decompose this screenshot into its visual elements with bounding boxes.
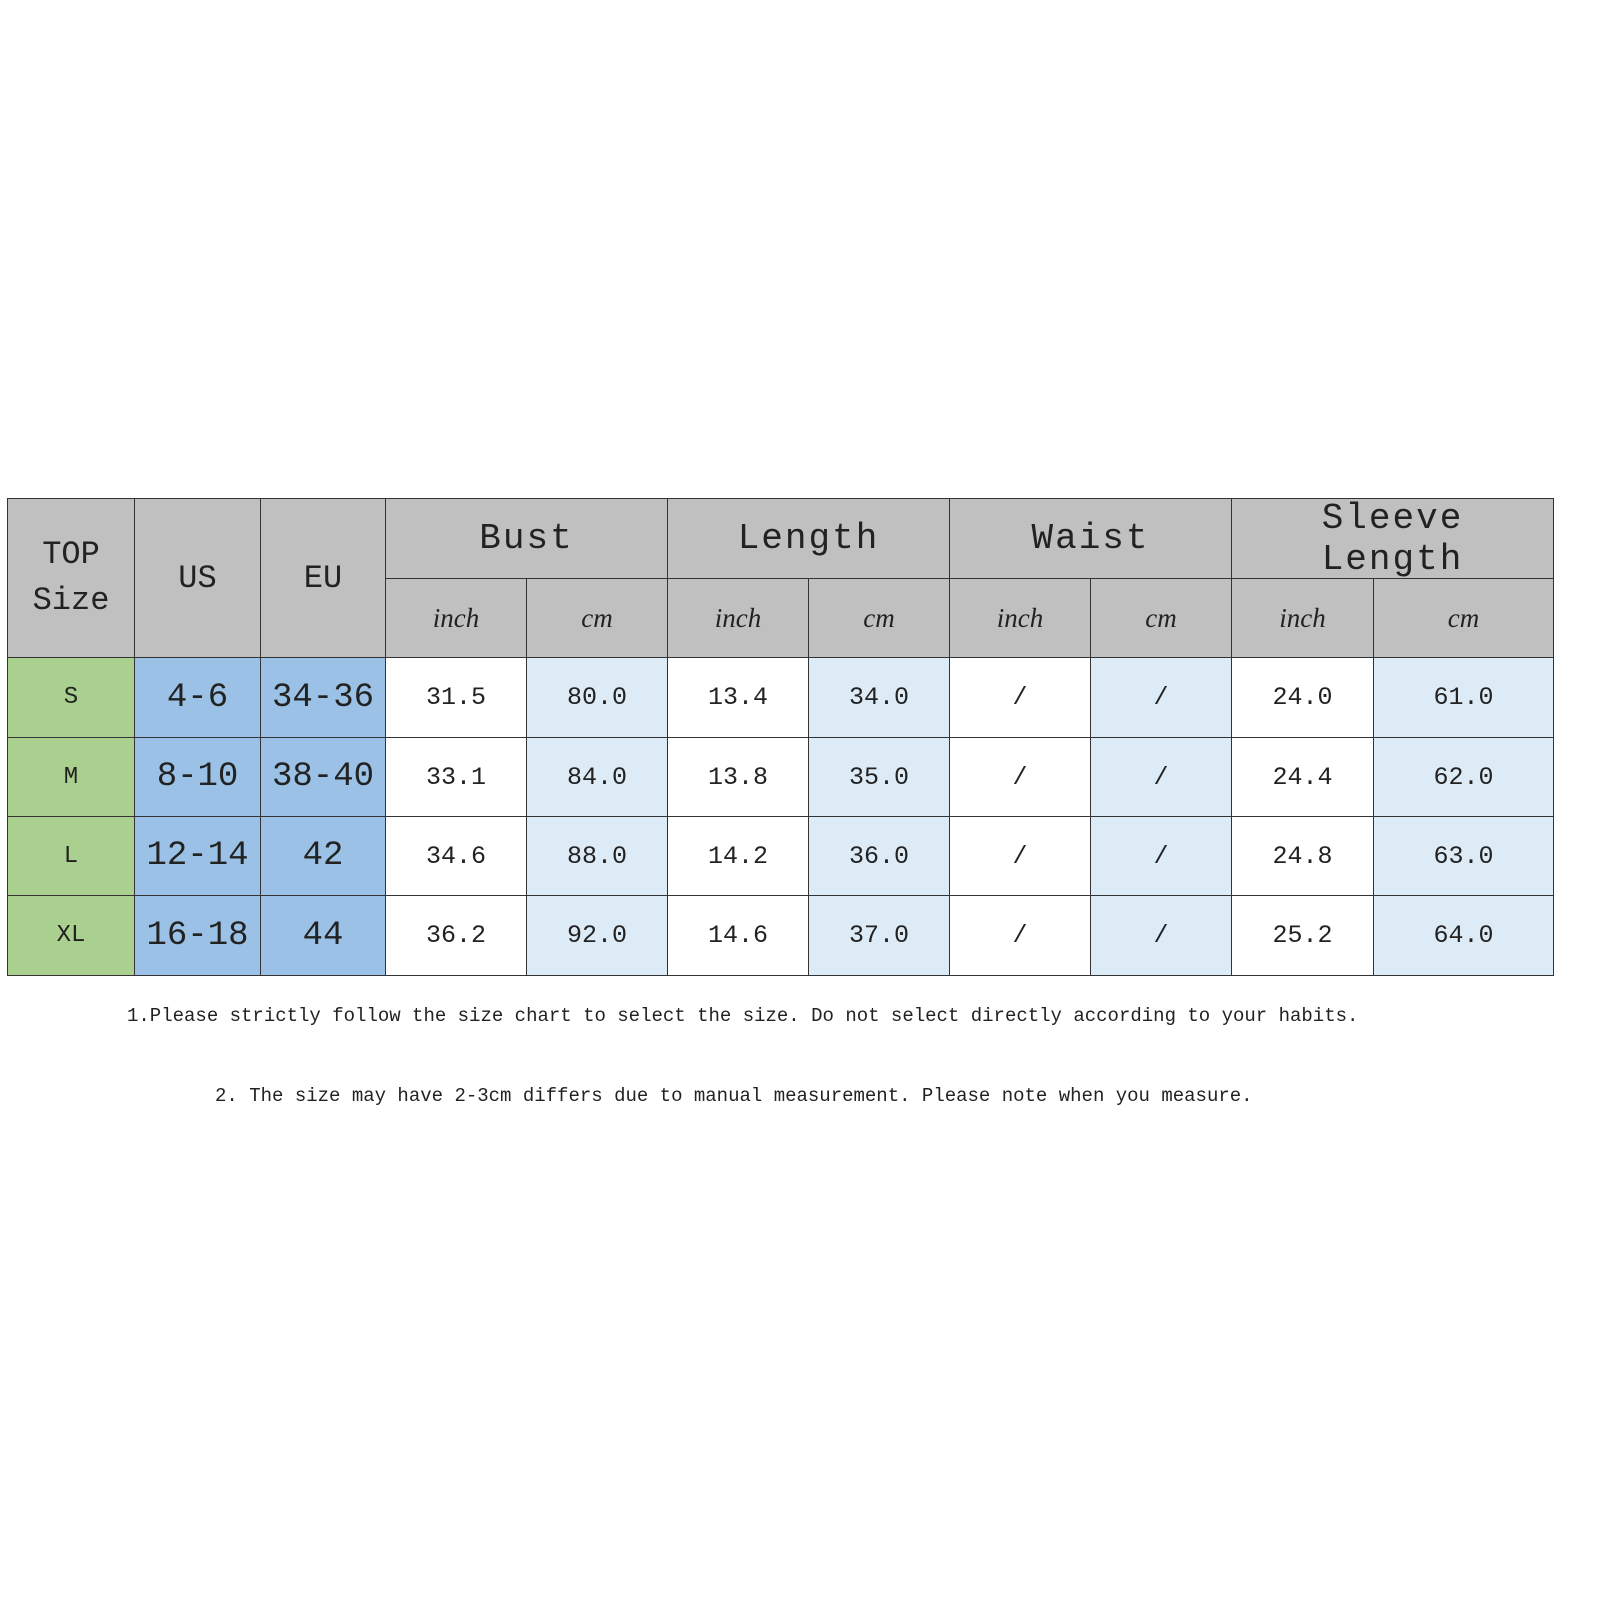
table-cell: 61.0 bbox=[1373, 657, 1554, 738]
table-cell: 84.0 bbox=[526, 737, 668, 817]
table-cell: / bbox=[1090, 737, 1232, 817]
table-cell: 35.0 bbox=[808, 737, 950, 817]
table-cell: / bbox=[1090, 657, 1232, 738]
table-cell: 31.5 bbox=[385, 657, 527, 738]
table-cell: M bbox=[7, 737, 135, 817]
table-cell: 13.8 bbox=[667, 737, 809, 817]
column-header: EU bbox=[260, 498, 386, 658]
unit-header: cm bbox=[1090, 578, 1232, 658]
table-cell: 24.8 bbox=[1231, 816, 1374, 896]
table-cell: / bbox=[949, 895, 1091, 976]
table-cell: 24.4 bbox=[1231, 737, 1374, 817]
table-cell: L bbox=[7, 816, 135, 896]
table-cell: 34.6 bbox=[385, 816, 527, 896]
table-cell: 63.0 bbox=[1373, 816, 1554, 896]
table-cell: 14.6 bbox=[667, 895, 809, 976]
table-cell: 36.2 bbox=[385, 895, 527, 976]
unit-header: inch bbox=[667, 578, 809, 658]
unit-header: inch bbox=[1231, 578, 1374, 658]
table-cell: / bbox=[949, 657, 1091, 738]
table-cell: / bbox=[1090, 895, 1232, 976]
note: 2. The size may have 2-3cm differs due t… bbox=[215, 1085, 1253, 1107]
group-header: Length bbox=[667, 498, 950, 579]
table-cell: / bbox=[949, 816, 1091, 896]
table-cell: 64.0 bbox=[1373, 895, 1554, 976]
table-cell: 62.0 bbox=[1373, 737, 1554, 817]
table-cell: 4-6 bbox=[134, 657, 261, 738]
table-cell: 33.1 bbox=[385, 737, 527, 817]
table-cell: 8-10 bbox=[134, 737, 261, 817]
table-cell: 16-18 bbox=[134, 895, 261, 976]
table-cell: XL bbox=[7, 895, 135, 976]
table-cell: 44 bbox=[260, 895, 386, 976]
table-cell: 42 bbox=[260, 816, 386, 896]
table-cell: 24.0 bbox=[1231, 657, 1374, 738]
corner-header: TOP Size bbox=[7, 498, 135, 658]
table-cell: 14.2 bbox=[667, 816, 809, 896]
note: 1.Please strictly follow the size chart … bbox=[127, 1005, 1359, 1027]
table-cell: S bbox=[7, 657, 135, 738]
unit-header: cm bbox=[526, 578, 668, 658]
unit-header: cm bbox=[808, 578, 950, 658]
table-cell: 12-14 bbox=[134, 816, 261, 896]
table-cell: 34.0 bbox=[808, 657, 950, 738]
unit-header: inch bbox=[949, 578, 1091, 658]
unit-header: inch bbox=[385, 578, 527, 658]
table-cell: 36.0 bbox=[808, 816, 950, 896]
table-cell: 37.0 bbox=[808, 895, 950, 976]
group-header: Bust bbox=[385, 498, 668, 579]
table-cell: 80.0 bbox=[526, 657, 668, 738]
table-cell: / bbox=[949, 737, 1091, 817]
table-cell: 25.2 bbox=[1231, 895, 1374, 976]
table-cell: 92.0 bbox=[526, 895, 668, 976]
column-header: US bbox=[134, 498, 261, 658]
unit-header: cm bbox=[1373, 578, 1554, 658]
table-cell: 88.0 bbox=[526, 816, 668, 896]
table-cell: 38-40 bbox=[260, 737, 386, 817]
group-header: Sleeve Length bbox=[1231, 498, 1554, 580]
group-header: Waist bbox=[949, 498, 1232, 579]
table-cell: / bbox=[1090, 816, 1232, 896]
table-cell: 34-36 bbox=[260, 657, 386, 738]
table-cell: 13.4 bbox=[667, 657, 809, 738]
